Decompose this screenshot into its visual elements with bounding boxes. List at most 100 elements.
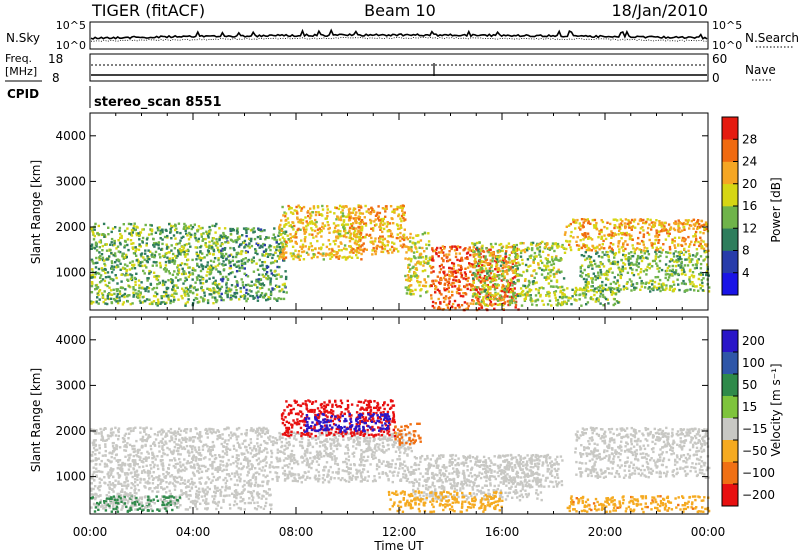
power-cell bbox=[494, 274, 497, 278]
power-cell bbox=[261, 273, 264, 276]
power-cell bbox=[473, 260, 476, 263]
power-cell bbox=[699, 267, 703, 270]
power-cell bbox=[580, 254, 583, 257]
velocity-cell bbox=[145, 459, 148, 462]
power-cell bbox=[697, 240, 700, 244]
power-cell bbox=[225, 286, 228, 289]
power-cell bbox=[605, 269, 609, 273]
power-cell bbox=[159, 256, 162, 259]
power-cell bbox=[135, 272, 138, 275]
power-cell bbox=[458, 259, 462, 262]
power-cell bbox=[684, 238, 687, 241]
power-cell bbox=[480, 288, 483, 291]
power-cell bbox=[339, 216, 342, 219]
power-cell bbox=[494, 242, 497, 246]
power-cell bbox=[381, 219, 384, 223]
velocity-cell bbox=[264, 504, 267, 508]
velocity-cell bbox=[262, 426, 265, 430]
power-cell bbox=[455, 275, 458, 278]
power-cell bbox=[356, 256, 359, 259]
power-cell bbox=[561, 243, 564, 247]
velocity-cell bbox=[191, 450, 194, 454]
power-cell bbox=[552, 266, 556, 269]
power-cell bbox=[259, 229, 262, 233]
power-cell bbox=[519, 255, 523, 258]
power-cell bbox=[451, 261, 454, 265]
power-cell bbox=[425, 291, 428, 294]
power-cell bbox=[606, 251, 609, 254]
power-cell bbox=[199, 275, 202, 279]
velocity-cell bbox=[91, 459, 95, 462]
power-cell bbox=[707, 290, 711, 293]
power-cell bbox=[156, 274, 159, 278]
power-cell bbox=[358, 236, 361, 239]
power-cell bbox=[304, 230, 308, 234]
power-cell bbox=[643, 286, 647, 289]
power-cell bbox=[208, 287, 211, 291]
power-cell bbox=[494, 302, 497, 306]
power-cell bbox=[224, 252, 228, 256]
velocity-cell bbox=[266, 451, 269, 454]
power-cell bbox=[99, 274, 103, 277]
power-cell bbox=[587, 264, 591, 268]
velocity-cell bbox=[123, 491, 126, 494]
power-cell bbox=[633, 218, 637, 221]
velocity-cell bbox=[189, 506, 192, 509]
power-cell bbox=[693, 243, 696, 247]
velocity-cell bbox=[124, 473, 127, 476]
power-cell bbox=[607, 259, 611, 262]
power-cell bbox=[279, 250, 282, 254]
power-cell bbox=[292, 257, 295, 261]
power-cell bbox=[205, 274, 208, 277]
velocity-cell bbox=[235, 494, 239, 497]
power-cell bbox=[493, 307, 496, 310]
power-cell bbox=[642, 243, 645, 246]
power-cell bbox=[621, 265, 624, 268]
power-cell bbox=[684, 282, 687, 286]
power-cell bbox=[547, 277, 551, 280]
power-cell bbox=[590, 260, 593, 264]
power-cell bbox=[402, 213, 406, 217]
velocity-cell bbox=[202, 489, 206, 493]
power-colorbar-tick-label: 20 bbox=[742, 177, 757, 191]
power-cell bbox=[546, 260, 550, 263]
power-cell bbox=[225, 283, 228, 286]
power-cell bbox=[478, 258, 481, 262]
power-cell bbox=[291, 245, 295, 248]
velocity-cell bbox=[260, 435, 263, 438]
power-cell bbox=[478, 307, 481, 310]
power-cell bbox=[527, 283, 531, 287]
velocity-cell bbox=[134, 450, 137, 453]
power-cell bbox=[335, 236, 338, 239]
power-cell bbox=[540, 273, 544, 276]
power-cell bbox=[220, 252, 223, 255]
power-cell bbox=[123, 292, 127, 296]
power-cell bbox=[334, 206, 337, 209]
power-cell bbox=[371, 253, 374, 256]
power-cell bbox=[536, 298, 540, 301]
power-cell bbox=[359, 232, 363, 235]
power-cell bbox=[594, 246, 597, 250]
velocity-cell bbox=[193, 446, 197, 449]
power-cell bbox=[541, 240, 544, 244]
power-cell bbox=[486, 272, 489, 275]
power-cell bbox=[373, 220, 376, 223]
power-cell bbox=[258, 246, 261, 249]
power-cell bbox=[403, 236, 406, 240]
power-cell bbox=[281, 245, 285, 249]
power-cell bbox=[405, 245, 408, 248]
power-cell bbox=[511, 277, 515, 280]
power-cell bbox=[521, 262, 524, 265]
velocity-cell bbox=[213, 485, 217, 488]
power-cell bbox=[627, 259, 630, 262]
power-cell bbox=[414, 256, 417, 260]
power-cell bbox=[593, 226, 596, 229]
power-cell bbox=[305, 251, 309, 254]
power-cell bbox=[238, 269, 241, 272]
power-cell bbox=[262, 275, 265, 278]
power-cell bbox=[314, 223, 317, 226]
velocity-cell bbox=[213, 490, 216, 494]
power-cell bbox=[357, 225, 360, 229]
power-cell bbox=[644, 249, 647, 253]
power-cell bbox=[648, 267, 651, 270]
